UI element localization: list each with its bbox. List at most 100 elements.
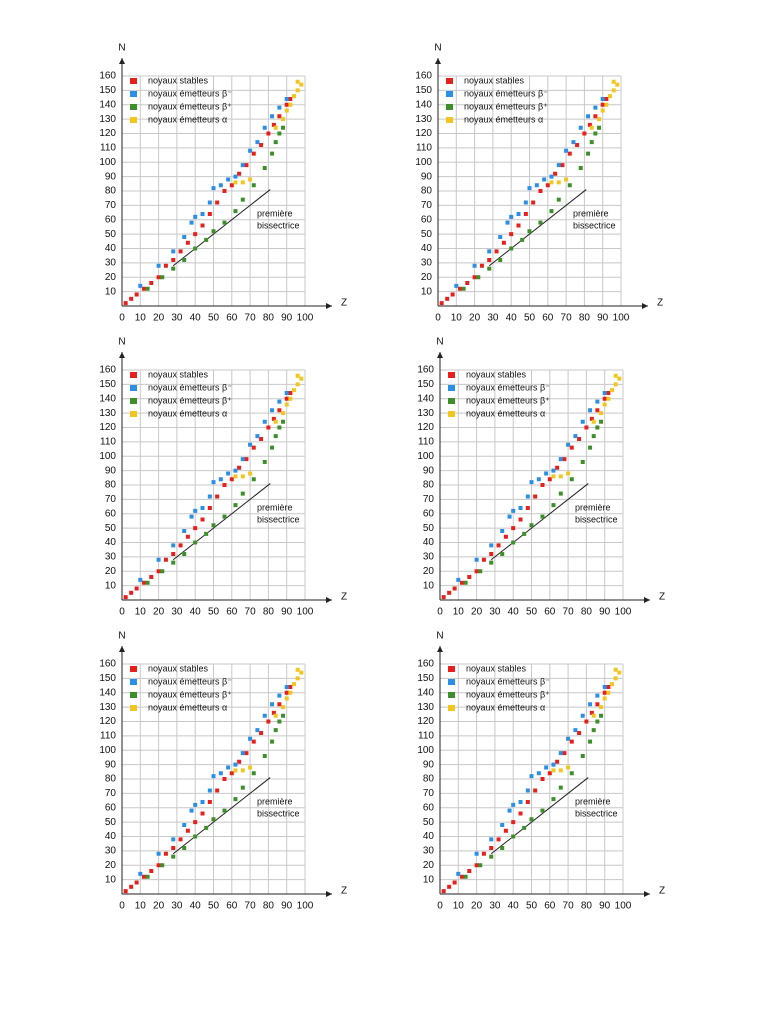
point <box>454 283 459 288</box>
x-tick-label: 20 <box>471 607 483 618</box>
point <box>606 391 611 395</box>
x-axis-arrow <box>642 303 648 309</box>
x-tick-label: 80 <box>263 901 275 912</box>
point <box>518 517 523 522</box>
annotation: bissectrice <box>575 808 618 818</box>
annotation: première <box>257 796 293 806</box>
x-axis-label: Z <box>659 592 665 603</box>
legend-swatch <box>446 104 453 110</box>
point <box>441 889 446 894</box>
point <box>149 281 154 285</box>
point <box>193 834 198 839</box>
point <box>551 768 556 773</box>
legend-label: noyaux émetteurs β⁺ <box>464 101 548 111</box>
x-axis-arrow <box>644 597 650 603</box>
y-tick-label: 30 <box>423 846 435 857</box>
point <box>505 220 510 225</box>
point <box>292 682 297 687</box>
point <box>185 240 190 245</box>
point <box>240 197 245 202</box>
y-tick-label: 100 <box>417 451 434 462</box>
point <box>529 523 534 528</box>
y-tick-label: 80 <box>105 774 117 785</box>
legend-swatch <box>130 385 137 391</box>
point <box>584 719 589 724</box>
y-tick-label: 110 <box>100 731 116 742</box>
point <box>284 102 289 107</box>
point <box>498 235 503 239</box>
point <box>277 399 282 404</box>
y-tick-label: 20 <box>105 272 117 283</box>
point <box>156 263 161 268</box>
point <box>478 863 483 868</box>
legend-label: noyaux émetteurs α <box>148 114 227 124</box>
y-tick-label: 60 <box>421 214 433 225</box>
point <box>586 114 591 119</box>
point <box>518 506 523 510</box>
point <box>222 777 227 781</box>
point <box>156 863 161 868</box>
point <box>222 220 227 225</box>
point <box>522 531 527 536</box>
point <box>547 477 552 482</box>
point <box>204 531 209 536</box>
reference-line <box>172 777 271 855</box>
point <box>233 768 238 773</box>
x-tick-label: 20 <box>469 313 481 324</box>
point <box>558 751 563 756</box>
point <box>185 534 190 539</box>
x-tick-label: 50 <box>524 313 536 324</box>
point <box>578 166 583 170</box>
x-tick-label: 80 <box>581 901 593 912</box>
y-tick-label: 150 <box>417 673 434 684</box>
x-tick-label: 60 <box>544 607 556 618</box>
y-tick-label: 100 <box>99 745 116 756</box>
point <box>595 702 600 707</box>
point <box>533 788 538 793</box>
legend-label: noyaux stables <box>148 663 209 673</box>
legend-swatch <box>130 692 137 698</box>
point <box>459 874 464 879</box>
point <box>487 249 492 254</box>
point <box>540 483 545 487</box>
point <box>171 552 176 556</box>
point <box>229 183 234 188</box>
point <box>573 434 578 439</box>
point <box>248 442 253 447</box>
point <box>284 396 289 401</box>
point <box>171 543 176 548</box>
point <box>613 382 618 387</box>
point <box>141 874 146 879</box>
y-tick-label: 90 <box>423 465 435 476</box>
point <box>218 771 223 776</box>
y-tick-label: 80 <box>105 186 117 197</box>
point <box>597 117 602 122</box>
y-tick-label: 50 <box>421 229 433 240</box>
x-axis-label: Z <box>657 298 663 309</box>
point <box>189 514 194 519</box>
point <box>551 797 556 802</box>
y-axis-label: N <box>436 337 443 348</box>
point <box>138 283 143 288</box>
point <box>547 771 552 776</box>
point <box>566 442 571 447</box>
y-tick-label: 120 <box>99 716 116 727</box>
point <box>465 281 470 285</box>
point <box>207 494 212 499</box>
y-tick-label: 100 <box>417 745 434 756</box>
point <box>200 223 205 228</box>
point <box>255 728 260 733</box>
y-tick-label: 160 <box>99 659 116 670</box>
x-tick-label: 80 <box>579 313 591 324</box>
x-axis-label: Z <box>341 592 347 603</box>
x-tick-label: 10 <box>135 313 147 324</box>
point <box>262 754 267 758</box>
point <box>604 102 609 107</box>
point <box>527 186 532 191</box>
point <box>496 543 501 548</box>
point <box>600 108 605 113</box>
point <box>474 557 479 562</box>
point <box>229 477 234 482</box>
y-tick-label: 30 <box>421 258 433 269</box>
point <box>288 102 293 107</box>
